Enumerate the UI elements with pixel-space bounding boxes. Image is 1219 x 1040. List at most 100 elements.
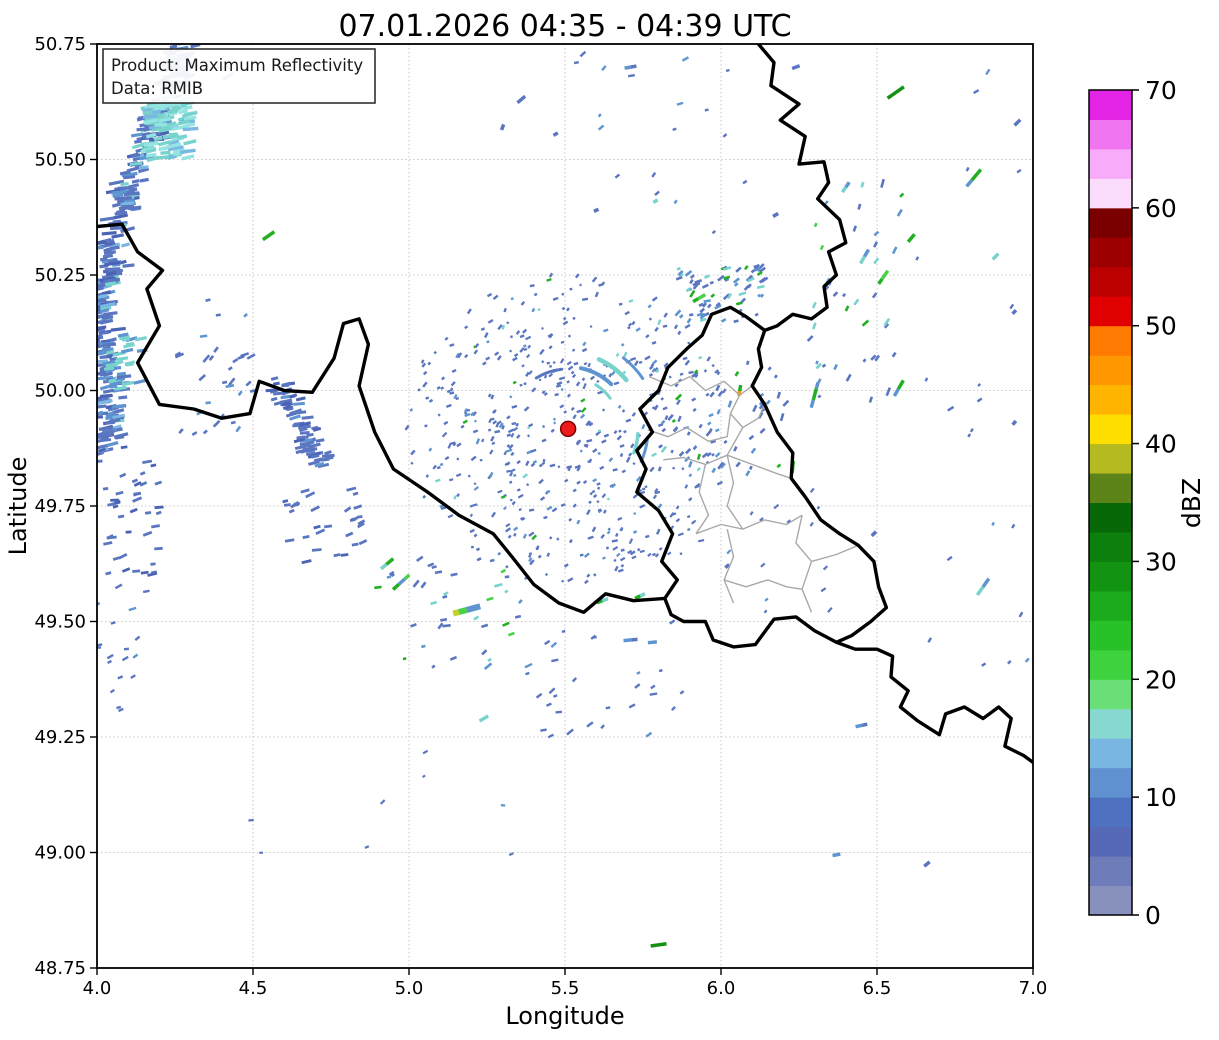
y-tick-label: 50.75: [34, 34, 86, 55]
echo-mark: [753, 268, 758, 272]
echo-mark: [592, 494, 598, 499]
regional-borders-layer: [647, 375, 859, 613]
echo-mark: [114, 210, 128, 216]
echo-mark: [582, 479, 588, 485]
echo-mark: [981, 577, 991, 588]
info-box-data-line: Data: RMIB: [111, 79, 203, 98]
echo-mark: [709, 391, 715, 398]
echo-mark: [487, 318, 494, 324]
echo-mark: [566, 393, 571, 398]
echo-mark: [522, 328, 528, 334]
echo-mark: [104, 260, 121, 267]
echo-mark: [543, 374, 548, 379]
echo-mark: [545, 702, 552, 707]
echo-mark: [756, 284, 765, 290]
echo-mark: [576, 519, 581, 525]
echo-mark: [144, 511, 152, 515]
echo-mark: [756, 270, 763, 277]
echo-mark: [491, 441, 496, 445]
echo-mark: [86, 442, 95, 447]
echo-mark: [397, 577, 407, 586]
echo-mark: [108, 378, 117, 383]
echo-mark: [449, 655, 458, 661]
echo-mark: [137, 167, 150, 174]
echo-mark: [473, 615, 480, 621]
radar-site-marker: [559, 420, 577, 438]
echo-mark: [598, 283, 604, 287]
echo-mark: [104, 370, 114, 376]
colorbar-tick-label: 0: [1145, 901, 1161, 930]
echo-mark: [977, 383, 982, 387]
echo-mark: [548, 345, 553, 350]
echo-mark: [425, 396, 430, 400]
echo-mark: [915, 256, 920, 261]
echo-mark: [510, 297, 514, 301]
echo-mark: [676, 101, 684, 106]
echo-mark: [151, 524, 160, 529]
echo-mark: [538, 478, 544, 485]
echo-mark: [130, 153, 141, 158]
echo-mark: [650, 942, 667, 948]
echo-mark: [527, 434, 531, 438]
echo-mark: [273, 391, 286, 396]
echo-mark: [133, 378, 147, 385]
regional-border-canton-5: [695, 464, 710, 535]
clutter-arc: [594, 383, 612, 400]
echo-mark: [871, 292, 878, 299]
echo-mark: [410, 623, 417, 628]
echo-mark: [870, 354, 877, 361]
echo-mark: [597, 486, 601, 490]
echo-mark: [612, 468, 618, 472]
echo-mark: [449, 391, 455, 395]
echo-mark: [237, 355, 245, 360]
echo-mark: [542, 424, 546, 428]
echo-mark: [538, 463, 544, 468]
echo-mark: [293, 401, 305, 406]
echo-mark: [981, 662, 987, 667]
echo-mark: [667, 413, 674, 421]
echo-mark: [156, 130, 170, 137]
echo-mark: [632, 462, 636, 466]
echo-mark: [488, 418, 493, 424]
echo-mark: [117, 707, 124, 713]
echo-mark: [112, 413, 126, 420]
echo-mark: [460, 424, 465, 429]
echo-mark: [571, 348, 576, 352]
echo-mark: [105, 349, 115, 355]
echo-mark: [677, 532, 684, 537]
echo-mark: [506, 321, 510, 325]
echo-mark: [706, 356, 712, 362]
echo-mark: [473, 533, 478, 538]
echo-mark: [540, 728, 547, 732]
echo-mark: [132, 569, 141, 573]
echo-mark: [295, 396, 306, 402]
echo-mark: [548, 687, 556, 695]
echo-mark: [167, 139, 180, 146]
colorbar-segment: [1089, 119, 1132, 150]
echo-mark: [726, 549, 732, 555]
echo-mark: [317, 462, 330, 469]
echo-mark: [120, 201, 135, 206]
echo-mark: [520, 94, 527, 101]
echo-mark: [528, 423, 534, 428]
echo-mark: [556, 381, 563, 386]
echo-mark: [505, 523, 511, 528]
x-tick-label: 6.5: [863, 978, 892, 999]
echo-mark: [1011, 419, 1018, 426]
echo-mark: [649, 692, 658, 696]
echo-mark: [688, 370, 694, 375]
colorbar-segment: [1089, 797, 1132, 828]
echo-mark: [579, 50, 587, 58]
echo-mark: [112, 193, 124, 198]
echo-mark: [597, 113, 602, 118]
echo-mark: [515, 330, 521, 335]
echo-mark: [474, 343, 480, 348]
echo-mark: [567, 577, 574, 583]
echo-mark: [657, 466, 662, 472]
echo-mark: [458, 607, 468, 615]
echo-mark: [620, 548, 625, 552]
echo-mark: [641, 423, 646, 430]
echo-mark: [312, 426, 322, 432]
echo-mark: [323, 524, 333, 529]
echo-mark: [561, 306, 566, 311]
